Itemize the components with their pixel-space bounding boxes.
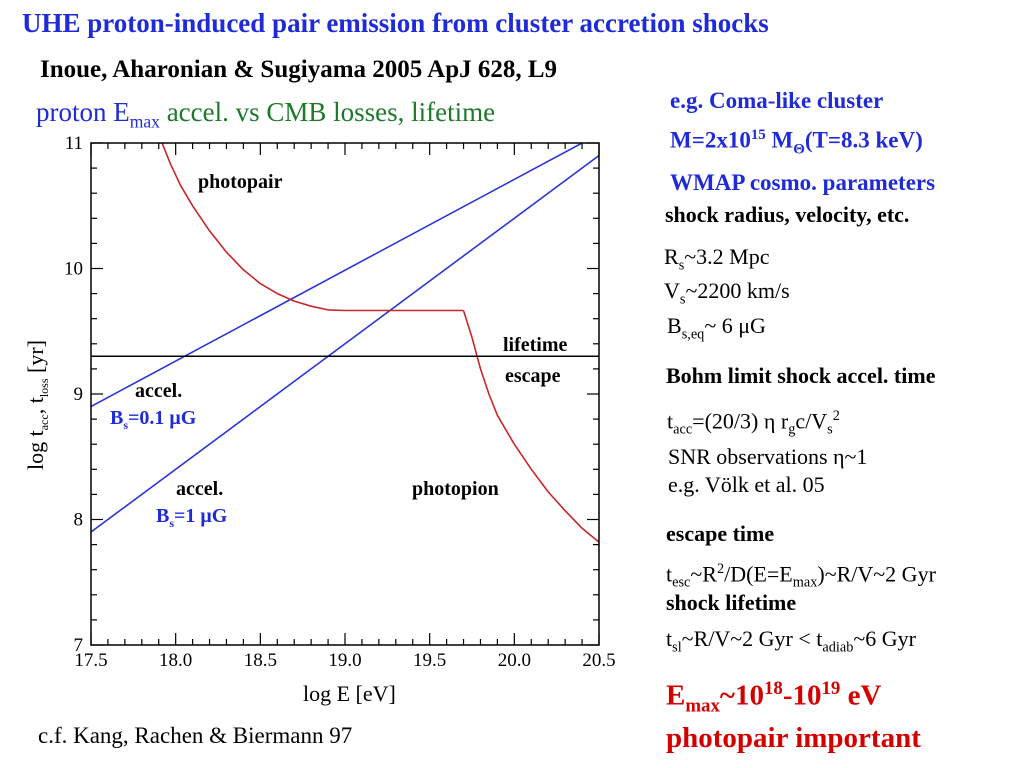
chart-area: 17.5 18.0 18.5 19.0 19.5 20.0 20.5 7 8 9 10 11 log … [23,133,616,706]
shock-heading: shock radius, velocity, etc. [665,202,910,227]
shock-field: Bs,eq~ 6 μG [667,313,766,343]
photopair-important: photopair important [666,722,921,755]
escape-heading: escape time [666,521,775,546]
x-tick-label: 19.0 [328,650,361,671]
credit-note: c.f. Kang, Rachen & Biermann 97 [38,723,353,748]
lifetime-label: lifetime [503,334,568,356]
series-layer [91,143,599,543]
lifetime-heading: shock lifetime [666,590,797,615]
y-tick-label: 7 [74,635,84,656]
emax-range: Emax~1018-1019 eV [666,678,882,717]
cluster-line3: WMAP cosmo. parameters [670,170,936,196]
accel-upper-label: accel. [135,380,182,402]
accel_1-line [91,154,599,533]
photopair-label: photopair [198,171,283,193]
photopion-line [462,310,599,543]
tesc-formula: tesc~R2/D(E=Emax)~R/V~2 Gyr [666,561,936,591]
y-tick-label: 11 [65,133,83,154]
x-tick-label: 20.5 [582,650,615,671]
chart-subtitle: proton Emax accel. vs CMB losses, lifeti… [36,97,495,132]
b-lower-label: Bs=1 μG [156,505,228,530]
shock-velocity: Vs~2200 km/s [664,278,790,308]
x-tick-label: 18.0 [159,650,192,671]
y-axis-label: log tacc, tloss [yr] [23,340,51,470]
tacc-formula: tacc=(20/3) η rgc/Vs2 [667,408,840,438]
accel_01-line [91,143,583,408]
x-tick-label: 20.0 [498,650,531,671]
emax-conclusion: Emax~1018-1019 eV photopair important [666,673,921,754]
cluster-line1: e.g. Coma-like cluster [670,88,884,113]
plot-frame [90,142,600,646]
bohm-heading: Bohm limit shock accel. time [666,363,936,388]
snr-observations: SNR observations η~1 [668,444,868,469]
slide-title: UHE proton-induced pair emission from cl… [22,8,769,38]
photopair-line [161,143,464,312]
accel-lower-label: accel. [176,478,223,500]
x-tick-label: 19.5 [413,650,446,671]
slide-reference: Inoue, Aharonian & Sugiyama 2005 ApJ 628… [40,56,558,83]
photopion-label: photopion [412,478,499,500]
cluster-line2: M=2x1015 MΘ(T=8.3 keV) [670,127,923,158]
lifetime-label-bg [500,332,592,354]
y-tick-label: 8 [74,510,84,531]
y-tick-label: 10 [64,259,83,280]
subtitle-rest: accel. vs CMB losses, lifetime [166,97,496,127]
x-axis-label: log E [eV] [303,681,396,706]
shock-radius: Rs~3.2 Mpc [664,244,770,274]
y-tick-label: 9 [74,384,84,405]
tsl-formula: tsl~R/V~2 Gyr < tadiab~6 Gyr [666,626,916,656]
tick-labels: 17.5 18.0 18.5 19.0 19.5 20.0 20.5 7 8 9 10 11 [64,133,616,671]
x-tick-label: 18.5 [244,650,277,671]
subtitle-emax: proton Emax [36,97,160,132]
b-upper-label: Bs=0.1 μG [110,407,197,432]
x-tick-label: 17.5 [74,650,107,671]
cluster-info: e.g. Coma-like cluster M=2x1015 MΘ(T=8.3… [670,84,935,200]
volk-reference: e.g. Völk et al. 05 [668,472,825,497]
escape-label: escape [505,365,561,387]
